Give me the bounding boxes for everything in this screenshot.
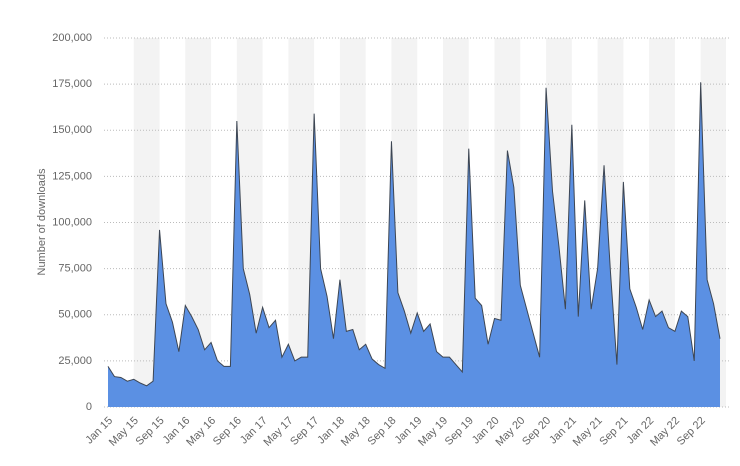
x-tick-label: May 22 (648, 415, 682, 449)
x-tick-label: May 20 (493, 415, 527, 449)
line (107, 82, 721, 387)
x-tick-label: May 17 (262, 415, 296, 449)
y-tick-label: 0 (86, 401, 92, 413)
x-tick-label: Sep 21 (597, 415, 630, 448)
x-tick-label: May 15 (107, 415, 141, 449)
y-tick-label: 125,000 (52, 170, 92, 182)
x-tick-label: May 16 (184, 415, 218, 449)
area (108, 82, 720, 407)
x-tick-label: May 19 (416, 415, 450, 449)
x-tick-label: Sep 22 (675, 415, 708, 448)
x-tick-label: May 18 (339, 415, 373, 449)
y-tick-label: 50,000 (58, 309, 92, 321)
y-tick-label: 25,000 (58, 355, 92, 367)
x-tick-label: May 21 (571, 415, 605, 449)
x-tick-label: Sep 16 (211, 415, 244, 448)
x-tick-label: Sep 18 (365, 415, 398, 448)
y-tick-label: 100,000 (52, 216, 92, 228)
x-tick-label: Sep 19 (443, 415, 476, 448)
y-tick-label: 175,000 (52, 78, 92, 90)
y-tick-label: 150,000 (52, 124, 92, 136)
x-tick-label: Sep 15 (134, 415, 167, 448)
y-tick-label: 75,000 (58, 263, 92, 275)
y-axis-title: Number of downloads (36, 168, 48, 276)
x-tick-label: Sep 17 (288, 415, 321, 448)
y-tick-label: 200,000 (52, 32, 92, 44)
x-tick-label: Sep 20 (520, 415, 553, 448)
